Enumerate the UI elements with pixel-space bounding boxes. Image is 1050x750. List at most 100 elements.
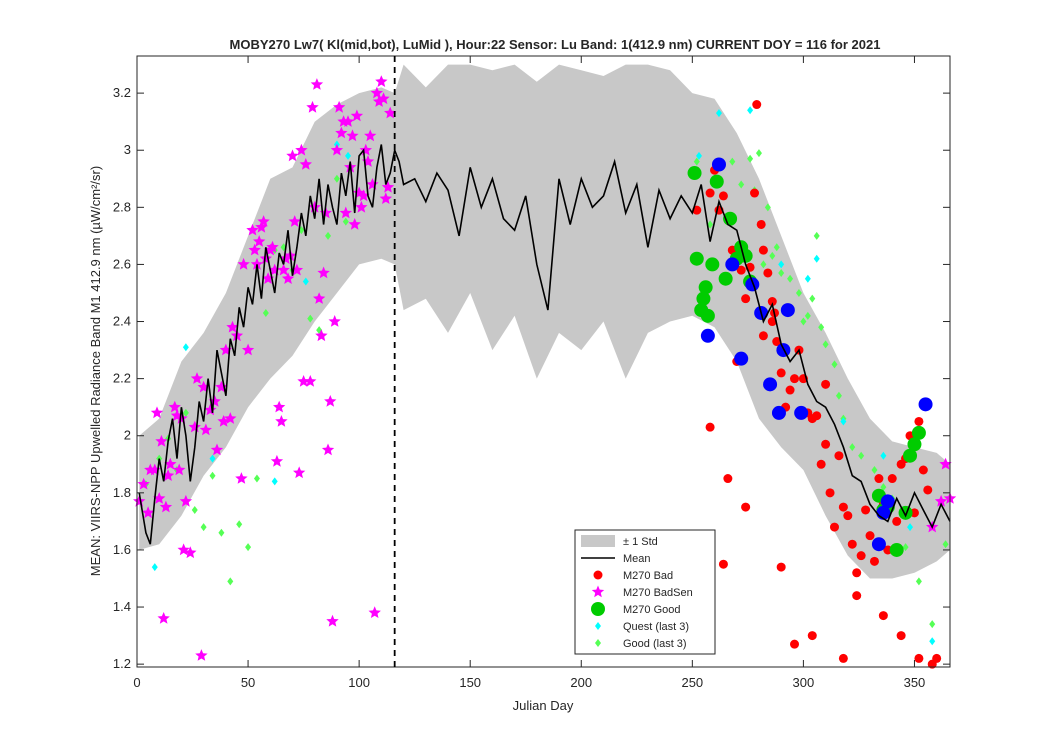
m270-badsen-point [281, 272, 295, 284]
scatter-layer [133, 75, 957, 669]
m270-bad-point [878, 611, 888, 621]
m270-good-point [898, 505, 913, 520]
m270-badsen-point [161, 469, 175, 481]
m270-bad-point [865, 531, 875, 541]
good-last3-point [333, 174, 340, 183]
m270-badsen-point [190, 372, 204, 384]
m270-badsen-point [248, 243, 261, 256]
m270-bad-point [705, 422, 715, 432]
m270-badsen-point [313, 292, 326, 304]
y-tick-label: 3 [124, 142, 131, 157]
good-last3-point [822, 340, 829, 349]
x-axis-label: Julian Day [513, 698, 574, 713]
m270-badsen-point [253, 235, 266, 247]
m270-badsen-point [199, 423, 212, 436]
good-last3-point [835, 391, 842, 400]
x-tick-label: 100 [348, 675, 370, 690]
legend-label: ± 1 Std [623, 536, 658, 548]
good-last3-point [755, 149, 762, 158]
good-last3-point [915, 577, 922, 586]
m270-good-point [911, 425, 926, 440]
m270-badsen-point [277, 263, 290, 276]
m270-badsen-point [273, 400, 286, 413]
m270-good-point [718, 271, 733, 286]
legend-label: M270 Bad [623, 570, 673, 582]
m270-blue-point [918, 397, 933, 412]
m270-badsen-point [141, 506, 155, 519]
m270-blue-point [763, 377, 778, 392]
m270-bad-point [923, 485, 933, 495]
x-tick-label: 50 [241, 675, 255, 690]
legend-label: M270 BadSen [623, 587, 693, 599]
m270-badsen-point [270, 454, 284, 467]
m270-bad-point [758, 331, 768, 341]
m270-badsen-point [346, 129, 359, 142]
m270-bad-point [750, 188, 760, 198]
good-last3-point [307, 314, 314, 323]
good-last3-point [858, 451, 865, 460]
m270-badsen-point [159, 500, 173, 513]
m270-good-point [696, 291, 711, 306]
m270-bad-point [785, 385, 795, 395]
m270-blue-point [880, 494, 895, 509]
good-last3-point [813, 231, 820, 240]
m270-blue-point [725, 257, 740, 272]
m270-bad-point [776, 368, 786, 378]
legend-swatch-diamond [595, 639, 601, 647]
m270-badsen-point [381, 180, 395, 193]
m270-badsen-point [184, 546, 197, 559]
m270-bad-point [861, 505, 871, 515]
y-tick-label: 2 [124, 428, 131, 443]
m270-badsen-point [384, 106, 397, 119]
quest-last3-point [813, 254, 820, 263]
m270-bad-point [932, 653, 942, 663]
m270-badsen-point [333, 100, 346, 113]
plot-frame [136, 55, 951, 668]
quest-last3-point [345, 151, 352, 160]
m270-badsen-point [164, 457, 177, 470]
quest-last3-point [907, 523, 914, 532]
m270-bad-point [892, 516, 902, 526]
m270-badsen-point [224, 412, 237, 424]
m270-bad-point [790, 639, 800, 649]
m270-bad-point [834, 451, 844, 461]
m270-badsen-point [339, 206, 352, 219]
y-tick-label: 3.2 [113, 85, 131, 100]
good-last3-point [804, 311, 811, 320]
m270-good-point [907, 437, 922, 452]
m270-badsen-point [188, 420, 201, 433]
m270-badsen-point [295, 143, 308, 156]
quest-last3-point [747, 106, 754, 115]
x-tick-label: 200 [570, 675, 592, 690]
m270-badsen-point [286, 149, 299, 162]
good-last3-point [778, 268, 785, 277]
legend-swatch-diamond [595, 622, 601, 630]
m270-bad-point [869, 556, 879, 566]
m270-blue-point [734, 351, 749, 366]
legend-swatch-badsen [591, 585, 605, 598]
m270-badsen-point [297, 375, 310, 387]
m270-bad-point [812, 411, 822, 421]
m270-badsen-point [226, 320, 239, 333]
m270-badsen-point [368, 606, 381, 618]
m270-badsen-point [324, 395, 337, 407]
good-last3-point [787, 274, 794, 283]
m270-badsen-point [235, 472, 248, 484]
legend: ± 1 Std Mean M270 Bad M270 BadSen M270 Good Q… [574, 529, 716, 655]
m270-badsen-point [306, 100, 319, 113]
good-last3-point [902, 543, 909, 552]
quest-last3-point [302, 277, 309, 286]
m270-badsen-point [934, 494, 948, 507]
good-last3-point [849, 443, 856, 452]
m270-badsen-point [317, 266, 330, 279]
m270-badsen-point [266, 240, 279, 253]
legend-swatch-bad [593, 570, 603, 580]
m270-badsen-point [157, 612, 170, 624]
good-last3-point [871, 465, 878, 474]
m270-blue-point [871, 537, 886, 552]
y-tick-label: 2.4 [113, 314, 131, 329]
m270-badsen-point [173, 463, 186, 476]
m270-bad-point [874, 474, 884, 484]
mean-line-layer [138, 144, 951, 545]
m270-bad-point [909, 508, 919, 518]
